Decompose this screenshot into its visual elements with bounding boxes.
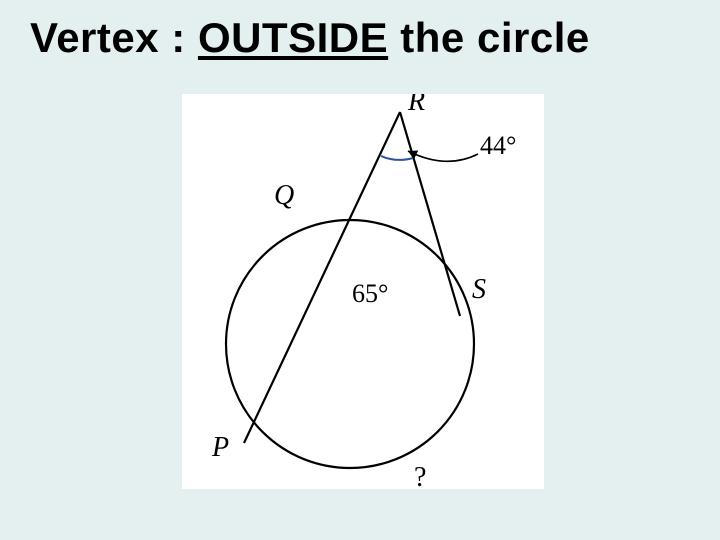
- diagram-svg: R Q S P 44° 65°?: [182, 94, 544, 489]
- title-pre: Vertex :: [30, 14, 198, 61]
- angle-arrow: [408, 151, 478, 161]
- slide-title: Vertex : OUTSIDE the circle: [30, 14, 590, 62]
- label-s: S: [472, 274, 486, 305]
- title-outside: OUTSIDE: [198, 14, 388, 61]
- vertex-angle-arc: [381, 156, 413, 160]
- label-r: R: [407, 94, 425, 117]
- secant-pr: [244, 112, 400, 443]
- geometry-diagram: R Q S P 44° 65°?: [182, 94, 544, 489]
- label-arc-qs-65: 65°: [352, 279, 388, 308]
- label-angle-44: 44°: [480, 131, 516, 160]
- secant-rs: [400, 112, 460, 316]
- title-post: the circle: [388, 14, 590, 61]
- label-q: Q: [274, 180, 294, 211]
- label-p: P: [211, 432, 229, 463]
- label-arc-ps-unknown: ?: [414, 462, 426, 489]
- circle: [226, 220, 474, 468]
